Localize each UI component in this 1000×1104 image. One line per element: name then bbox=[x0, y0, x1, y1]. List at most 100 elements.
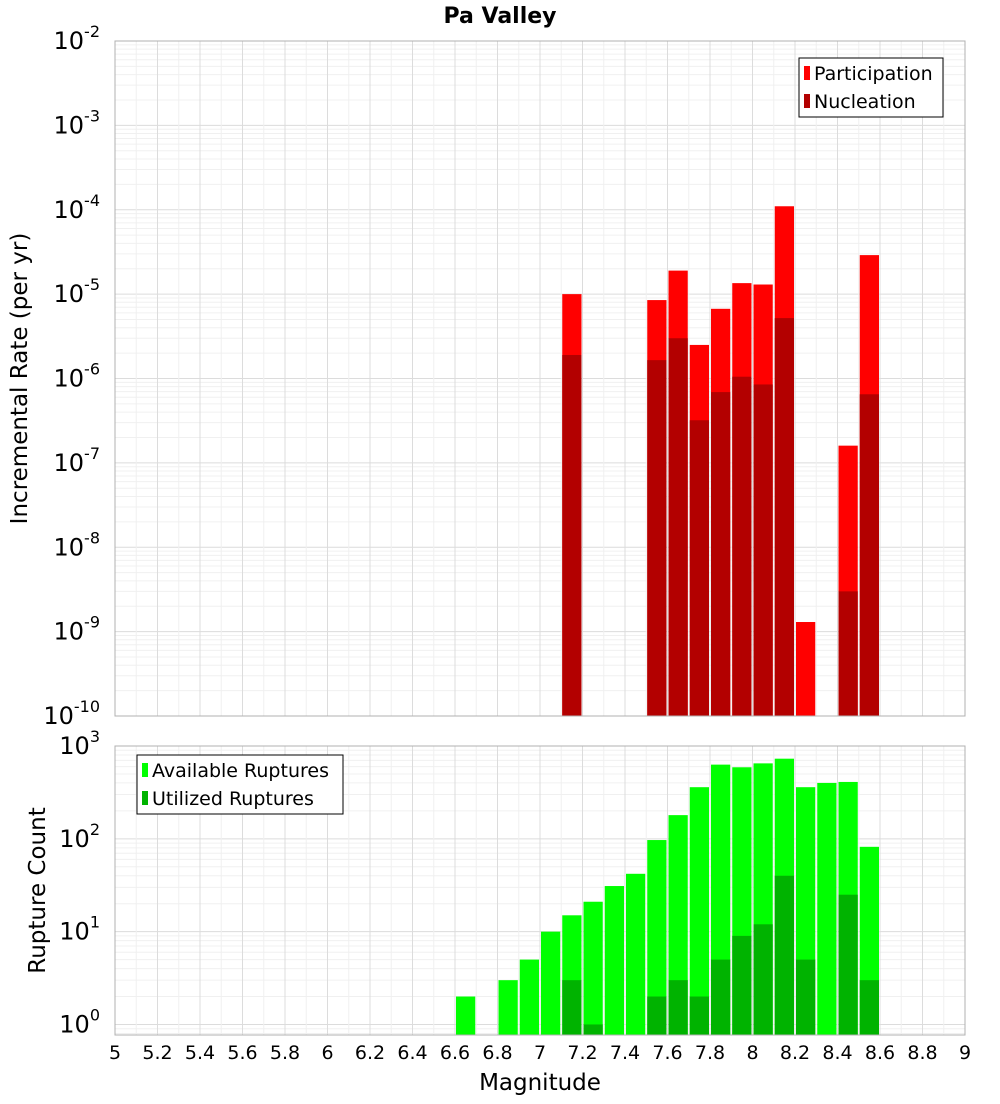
y-tick-label: 102 bbox=[59, 820, 100, 853]
x-tick-label: 8.6 bbox=[865, 1042, 895, 1064]
chart-title: Pa Valley bbox=[443, 4, 556, 29]
x-tick-label: 6.2 bbox=[355, 1042, 385, 1064]
y-tick-exponent: -6 bbox=[84, 360, 100, 379]
x-tick-label: 8.2 bbox=[780, 1042, 810, 1064]
bar-secondary bbox=[774, 318, 794, 716]
y-tick-exponent: -2 bbox=[84, 22, 100, 41]
bar-secondary bbox=[711, 959, 731, 1035]
y-tick-mantissa: 10 bbox=[54, 196, 85, 224]
bar-secondary bbox=[838, 591, 858, 716]
y-tick-mantissa: 10 bbox=[54, 365, 85, 393]
y-tick-mantissa: 10 bbox=[54, 111, 85, 139]
y-axis-label: Incremental Rate (per yr) bbox=[7, 233, 33, 525]
x-tick-label: 8 bbox=[746, 1042, 758, 1064]
x-tick-label: 8.8 bbox=[907, 1042, 937, 1064]
x-tick-label: 7.4 bbox=[610, 1042, 640, 1064]
bar-primary bbox=[668, 815, 688, 1035]
y-tick-exponent: -9 bbox=[84, 613, 100, 632]
bar-secondary bbox=[689, 996, 709, 1035]
x-tick-label: 5.4 bbox=[185, 1042, 215, 1064]
legend-swatch bbox=[804, 94, 810, 108]
bar-secondary bbox=[562, 980, 582, 1035]
legend: Participation Nucleation bbox=[798, 57, 944, 118]
y-tick-exponent: -5 bbox=[84, 275, 100, 294]
bar-primary bbox=[519, 959, 539, 1035]
y-tick-mantissa: 10 bbox=[54, 618, 85, 646]
y-tick-mantissa: 10 bbox=[54, 533, 85, 561]
x-tick-label: 6 bbox=[321, 1042, 333, 1064]
y-tick-mantissa: 10 bbox=[54, 280, 85, 308]
x-tick-label: 9 bbox=[959, 1042, 971, 1064]
bar-secondary bbox=[647, 360, 667, 716]
x-tick-label: 7.6 bbox=[652, 1042, 682, 1064]
x-tick-label: 8.4 bbox=[822, 1042, 852, 1064]
y-tick-label: 103 bbox=[59, 727, 100, 760]
y-tick-label: 100 bbox=[59, 1005, 100, 1038]
bar-primary bbox=[604, 886, 624, 1035]
legend: Available Ruptures Utilized Ruptures bbox=[136, 754, 344, 815]
bar-secondary bbox=[774, 875, 794, 1035]
bar-primary bbox=[626, 873, 646, 1035]
y-tick-exponent: -8 bbox=[84, 528, 100, 547]
y-tick-label: 10-6 bbox=[54, 360, 101, 393]
y-tick-label: 10-7 bbox=[54, 444, 101, 477]
y-tick-exponent: 3 bbox=[90, 727, 100, 746]
bar-secondary bbox=[732, 935, 752, 1035]
y-tick-exponent: -3 bbox=[84, 106, 100, 125]
bar-secondary bbox=[668, 338, 688, 716]
y-tick-label: 10-5 bbox=[54, 275, 101, 308]
x-tick-label: 7.8 bbox=[695, 1042, 725, 1064]
bar-secondary bbox=[796, 959, 816, 1035]
x-tick-label: 7.2 bbox=[567, 1042, 597, 1064]
x-tick-label: 6.8 bbox=[482, 1042, 512, 1064]
bar-secondary bbox=[668, 980, 688, 1035]
panel-1: 10-1010-910-810-710-610-510-410-310-2Inc… bbox=[7, 22, 966, 730]
legend-label: Nucleation bbox=[814, 91, 916, 113]
x-axis-label: Magnitude bbox=[479, 1070, 601, 1096]
x-tick-label: 6.6 bbox=[440, 1042, 470, 1064]
bar-secondary bbox=[647, 996, 667, 1035]
y-tick-mantissa: 10 bbox=[54, 27, 85, 55]
y-tick-mantissa: 10 bbox=[59, 918, 90, 946]
y-tick-mantissa: 10 bbox=[59, 1010, 90, 1038]
legend-box bbox=[136, 754, 344, 815]
bar-secondary bbox=[711, 392, 731, 716]
bar-primary bbox=[817, 782, 837, 1035]
bar-primary bbox=[689, 787, 709, 1035]
y-tick-mantissa: 10 bbox=[43, 702, 74, 730]
bar-secondary bbox=[859, 394, 879, 716]
legend-swatch bbox=[142, 763, 148, 777]
y-tick-label: 10-8 bbox=[54, 528, 101, 561]
y-tick-label: 10-10 bbox=[43, 697, 100, 730]
legend-box bbox=[798, 57, 944, 118]
x-tick-label: 6.4 bbox=[397, 1042, 427, 1064]
plot-frame bbox=[114, 40, 966, 717]
bar-primary bbox=[541, 931, 561, 1035]
y-tick-exponent: 1 bbox=[90, 913, 100, 932]
y-tick-mantissa: 10 bbox=[54, 449, 85, 477]
x-tick-label: 5.6 bbox=[227, 1042, 257, 1064]
legend-swatch bbox=[142, 791, 148, 805]
y-tick-label: 10-4 bbox=[54, 191, 101, 224]
y-tick-label: 10-2 bbox=[54, 22, 101, 55]
y-tick-exponent: 2 bbox=[90, 820, 100, 839]
legend-label: Available Ruptures bbox=[152, 760, 329, 782]
bar-secondary bbox=[732, 376, 752, 716]
legend-swatch bbox=[804, 66, 810, 80]
y-tick-exponent: 0 bbox=[90, 1005, 100, 1024]
y-tick-exponent: -4 bbox=[84, 191, 100, 210]
x-tick-label: 5 bbox=[109, 1042, 121, 1064]
bar-secondary bbox=[859, 980, 879, 1035]
y-tick-mantissa: 10 bbox=[59, 825, 90, 853]
x-tick-label: 5.8 bbox=[270, 1042, 300, 1064]
y-tick-exponent: -10 bbox=[74, 697, 100, 716]
bar-primary bbox=[498, 980, 518, 1035]
bar-primary bbox=[647, 840, 667, 1035]
bar-secondary bbox=[838, 894, 858, 1035]
legend-label: Participation bbox=[814, 63, 933, 85]
bar-secondary bbox=[689, 420, 709, 716]
x-tick-label: 7 bbox=[534, 1042, 546, 1064]
